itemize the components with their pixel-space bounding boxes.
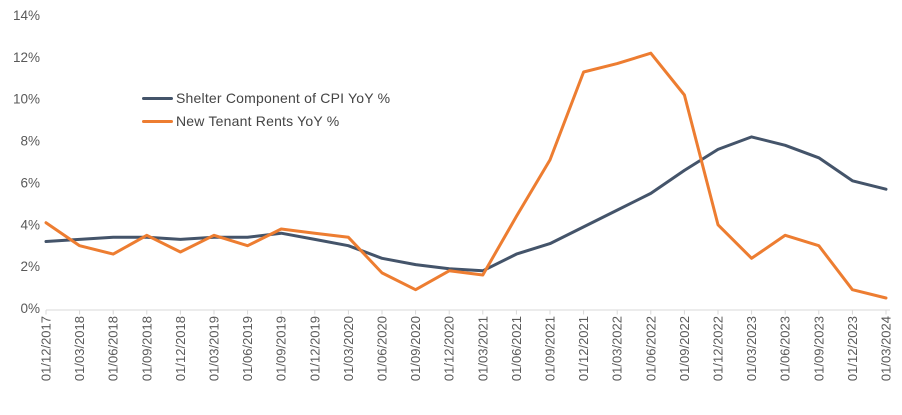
y-axis-tick-label: 8%	[20, 134, 40, 149]
y-axis-tick-label: 6%	[20, 175, 40, 190]
line-swatch-shelter-cpi	[142, 96, 173, 100]
x-axis-tick-label: 01/06/2018	[106, 316, 121, 381]
x-axis-tick-label: 01/03/2020	[341, 316, 356, 381]
x-axis-tick-label: 01/06/2021	[509, 316, 524, 381]
line-swatch-new-tenant-rents	[142, 119, 173, 123]
legend-label-shelter-cpi: Shelter Component of CPI YoY %	[176, 90, 391, 106]
legend: Shelter Component of CPI YoY % New Tenan…	[142, 90, 390, 129]
y-axis-tick-label: 2%	[20, 259, 40, 274]
legend-label-new-tenant-rents: New Tenant Rents YoY %	[176, 113, 340, 129]
y-axis-tick-label: 10%	[13, 92, 40, 107]
x-axis-tick-label: 01/03/2023	[744, 316, 759, 381]
x-axis-tick-label: 01/03/2021	[475, 316, 490, 381]
legend-item-new-tenant-rents: New Tenant Rents YoY %	[142, 113, 390, 129]
series-line-new-tenant-rents	[44, 51, 888, 300]
y-axis-tick-label: 14%	[13, 8, 40, 23]
x-axis-tick-label: 01/09/2018	[139, 316, 154, 381]
x-axis-tick-label: 01/12/2020	[442, 316, 457, 381]
x-axis-tick-label: 01/12/2018	[173, 316, 188, 381]
x-axis-tick-label: 01/12/2021	[576, 316, 591, 381]
y-axis-tick-label: 4%	[20, 217, 40, 232]
legend-item-shelter-cpi: Shelter Component of CPI YoY %	[142, 90, 390, 106]
x-axis-tick-label: 01/12/2022	[711, 316, 726, 381]
x-axis-tick-label: 01/06/2020	[375, 316, 390, 381]
x-axis-tick-label: 01/03/2022	[610, 316, 625, 381]
series-line-shelter-cpi	[44, 135, 888, 273]
x-axis-tick-label: 01/09/2022	[677, 316, 692, 381]
x-axis-tick-label: 01/09/2019	[274, 316, 289, 381]
y-axis-tick-label: 12%	[13, 50, 40, 65]
x-axis-tick-label: 01/06/2019	[240, 316, 255, 381]
x-axis-tick-label: 01/12/2019	[307, 316, 322, 381]
x-axis-tick-label: 01/03/2019	[207, 316, 222, 381]
x-axis-tick-label: 01/09/2020	[408, 316, 423, 381]
x-axis-tick-label: 01/12/2023	[845, 316, 860, 381]
x-axis-tick-label: 01/12/2017	[39, 316, 54, 381]
x-axis-tick-label: 01/06/2022	[643, 316, 658, 381]
x-axis-tick-label: 01/03/2018	[72, 316, 87, 381]
x-axis-tick-label: 01/09/2023	[811, 316, 826, 381]
x-axis-tick-label: 01/09/2021	[543, 316, 558, 381]
y-axis-tick-label: 0%	[20, 301, 40, 316]
x-axis-tick-label: 01/03/2024	[879, 316, 894, 381]
x-axis-tick-label: 01/06/2023	[778, 316, 793, 381]
